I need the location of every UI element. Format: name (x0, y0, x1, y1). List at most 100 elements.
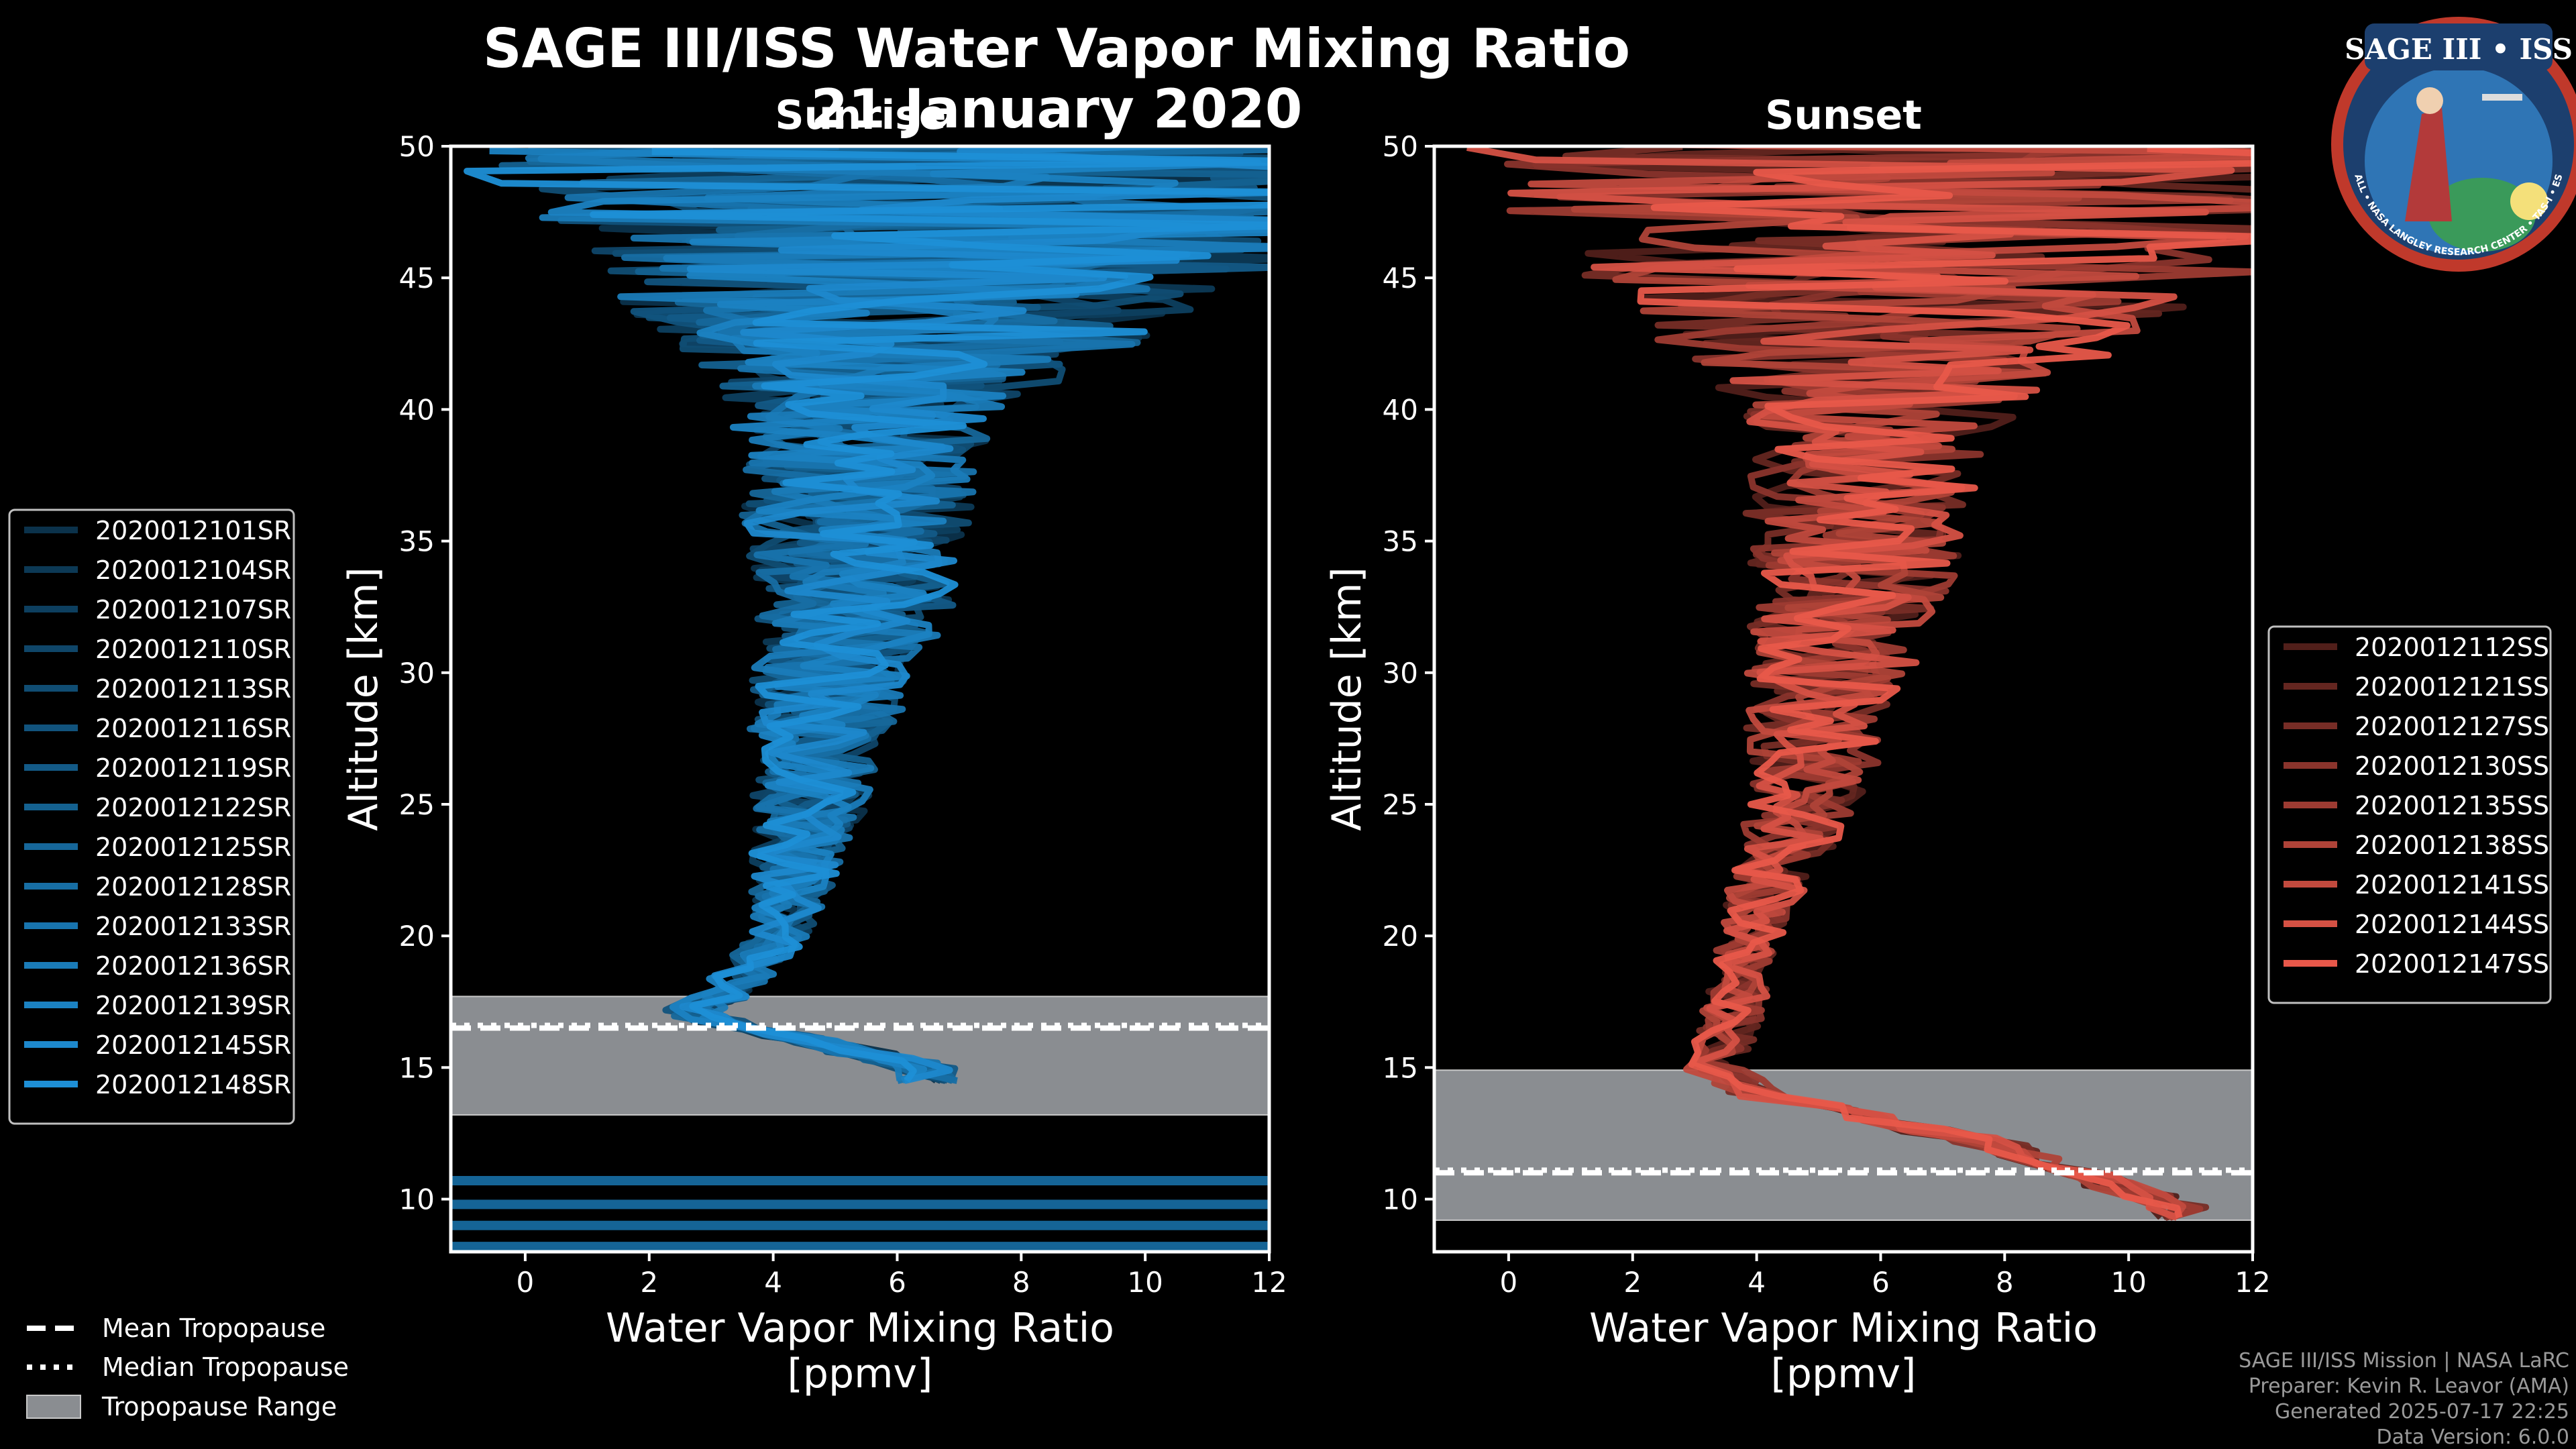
footer-version: Data Version: 6.0.0 (2377, 1426, 2569, 1449)
tropopause-range-band (451, 996, 1269, 1116)
chart-title: SAGE III/ISS Water Vapor Mixing Ratio (483, 17, 1630, 80)
x-axis-label: Water Vapor Mixing Ratio (1589, 1305, 2098, 1352)
y-tick-label: 15 (399, 1051, 435, 1084)
x-tick-label: 6 (1872, 1266, 1890, 1299)
profile-line-2020012144SS (1466, 146, 2235, 1221)
footer-generated: Generated 2025-07-17 22:25 (2275, 1400, 2569, 1424)
x-tick-label: 4 (1748, 1266, 1766, 1299)
plot-frame (449, 144, 1271, 1254)
x-tick-label: 0 (517, 1266, 535, 1299)
logo-sun-icon (2510, 182, 2548, 220)
x-tick-label: 0 (1500, 1266, 1518, 1299)
y-axis-label: Altitude [km] (340, 567, 387, 831)
x-tick-label: 10 (1127, 1266, 1163, 1299)
logo-banner (2365, 23, 2553, 70)
y-tick-label: 25 (1383, 788, 1418, 821)
tropopause-range-swatch (26, 1395, 81, 1419)
logo-figure-icon (2405, 107, 2452, 221)
legend-label-2020012110SR: 2020012110SR (95, 635, 291, 664)
y-tick-label: 20 (399, 920, 435, 953)
x-axis-label: Water Vapor Mixing Ratio (606, 1305, 1114, 1352)
logo-station-icon (2482, 94, 2522, 101)
median-tropopause-label: Median Tropopause (102, 1352, 349, 1382)
sunset-legend: 2020012112SS 2020012121SS 2020012127SS 2020… (2267, 625, 2552, 1004)
x-tick-label: 10 (2110, 1266, 2146, 1299)
legend-label-2020012133SR: 2020012133SR (95, 912, 291, 941)
y-tick-label: 40 (399, 393, 435, 426)
legend-label-2020012147SS: 2020012147SS (2355, 949, 2549, 979)
chart-date: 21 January 2020 (811, 78, 1303, 140)
y-tick-label: 50 (1383, 130, 1418, 163)
legend-label-2020012128SR: 2020012128SR (95, 872, 291, 902)
y-tick-label: 20 (1383, 920, 1418, 953)
legend-label-2020012122SR: 2020012122SR (95, 793, 291, 822)
legend-label-2020012141SS: 2020012141SS (2355, 870, 2549, 900)
x-tick-label: 2 (1623, 1266, 1642, 1299)
sunrise-panel: 0 2 4 6 8 10 12 10 15 20 25 30 35 40 45 50 Water Vapor M… (340, 130, 1287, 1397)
panel-title-sunset: Sunset (1765, 92, 1922, 139)
legend-label-2020012101SR: 2020012101SR (95, 516, 291, 545)
plot-area (1434, 146, 2253, 1221)
logo-earth-icon (2428, 178, 2536, 252)
legend-label-2020012104SR: 2020012104SR (95, 555, 291, 585)
footer-credits: SAGE III/ISS Mission | NASA LaRC Prepare… (2239, 1349, 2569, 1449)
legend-label-2020012135SS: 2020012135SS (2355, 791, 2549, 820)
y-tick-label: 30 (399, 657, 435, 690)
legend-label-2020012107SR: 2020012107SR (95, 595, 291, 625)
y-tick-label: 30 (1383, 657, 1418, 690)
legend-frame (8, 508, 295, 1125)
y-tick-label: 35 (399, 525, 435, 558)
legend-frame (2267, 625, 2552, 1004)
sunset-panel: 0 2 4 6 8 10 12 10 15 20 25 30 35 40 45 50 Water Vapor M… (1324, 130, 2271, 1397)
profile-line-2020012148SR (464, 148, 1269, 1083)
sunrise-legend: 2020012101SR 2020012104SR 2020012107SR 2020… (8, 508, 295, 1125)
x-tick-label: 12 (2235, 1266, 2270, 1299)
x-tick-label: 8 (1012, 1266, 1030, 1299)
y-tick-label: 45 (399, 262, 435, 294)
mean-tropopause-label: Mean Tropopause (102, 1313, 325, 1343)
y-tick-label: 40 (1383, 393, 1418, 426)
y-tick-label: 10 (1383, 1183, 1418, 1216)
tropopause-range-label: Tropopause Range (101, 1392, 337, 1421)
profile-line-2020012127SS (1562, 146, 2253, 1221)
plot-area (451, 146, 1269, 1252)
x-tick-label: 2 (640, 1266, 658, 1299)
y-axis-label: Altitude [km] (1324, 567, 1371, 831)
profile-line-2020012136SR (537, 146, 1269, 1081)
y-tick-label: 25 (399, 788, 435, 821)
legend-label-2020012113SR: 2020012113SR (95, 674, 291, 704)
y-tick-label: 35 (1383, 525, 1418, 558)
legend-label-2020012138SS: 2020012138SS (2355, 830, 2549, 860)
logo-face-icon (2416, 87, 2443, 114)
y-tick-label: 45 (1383, 262, 1418, 294)
legend-label-2020012145SR: 2020012145SR (95, 1030, 291, 1060)
y-tick-label: 50 (399, 130, 435, 163)
legend-label-2020012144SS: 2020012144SS (2355, 910, 2549, 939)
footer-preparer: Preparer: Kevin R. Leavor (AMA) (2249, 1375, 2569, 1398)
footer-mission: SAGE III/ISS Mission | NASA LaRC (2239, 1349, 2569, 1373)
x-tick-label: 12 (1251, 1266, 1287, 1299)
x-axis-unit-label: [ppmv] (1771, 1350, 1917, 1397)
legend-label-2020012119SR: 2020012119SR (95, 753, 291, 783)
legend-label-2020012148SR: 2020012148SR (95, 1070, 291, 1099)
profile-line-2020012147SS (1637, 146, 2253, 1219)
legend-label-2020012125SR: 2020012125SR (95, 833, 291, 862)
x-tick-label: 6 (888, 1266, 906, 1299)
x-axis-unit-label: [ppmv] (788, 1350, 933, 1397)
plot-frame (1432, 144, 2255, 1254)
legend-label-2020012112SS: 2020012112SS (2355, 633, 2549, 662)
x-tick-label: 8 (1996, 1266, 2014, 1299)
y-tick-label: 10 (399, 1183, 435, 1216)
legend-label-2020012130SS: 2020012130SS (2355, 751, 2549, 781)
legend-label-2020012116SR: 2020012116SR (95, 714, 291, 743)
panel-title-sunrise: Sunrise (775, 92, 946, 139)
logo-name: SAGE III • ISS (2345, 33, 2573, 66)
y-tick-label: 15 (1383, 1051, 1418, 1084)
legend-label-2020012127SS: 2020012127SS (2355, 712, 2549, 741)
legend-label-2020012136SR: 2020012136SR (95, 951, 291, 981)
legend-label-2020012139SR: 2020012139SR (95, 991, 291, 1020)
legend-label-2020012121SS: 2020012121SS (2355, 672, 2549, 702)
x-tick-label: 4 (764, 1266, 782, 1299)
tropopause-legend: Mean Tropopause Median Tropopause Tropop… (26, 1313, 349, 1421)
